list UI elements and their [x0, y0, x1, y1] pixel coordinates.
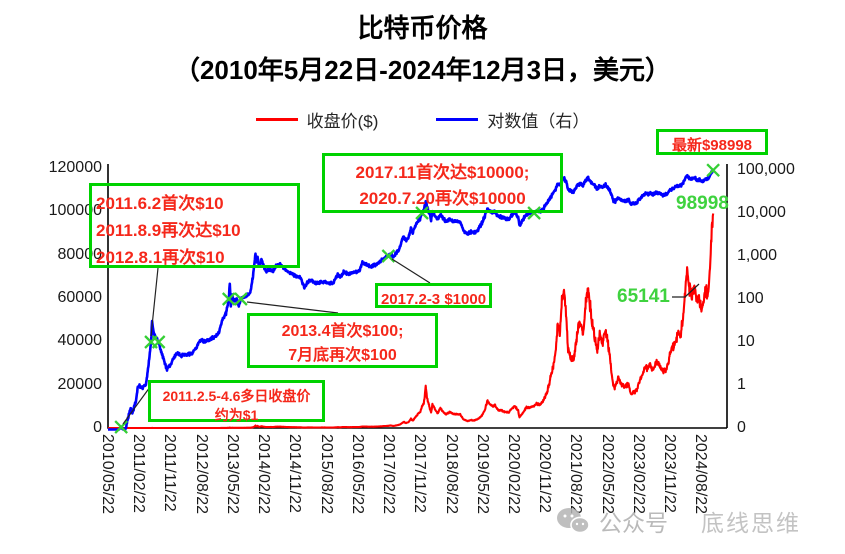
- x-axis-label: 2017/11/22: [411, 434, 428, 513]
- watermark-platform: 公众号: [599, 510, 668, 536]
- log-value-line: [107, 168, 715, 431]
- milestone-marker-icon: [114, 420, 128, 434]
- x-axis-label: 2016/05/22: [349, 434, 366, 515]
- chart-legend: 收盘价($) 对数值（右）: [0, 107, 845, 132]
- annotation-text: 2017.11首次达$10000;: [355, 163, 530, 182]
- chart-title-line1: 比特币价格: [357, 13, 488, 43]
- annotation-text: 最新$98998: [671, 137, 753, 154]
- chart-title: 比特币价格 （2010年5月22日-2024年12月3日，美元）: [0, 8, 845, 91]
- x-axis-label: 2013/05/22: [224, 434, 241, 515]
- annotation-box-one-dollar: 2011.2.5-4.6多日收盘价 约为$1: [148, 380, 325, 423]
- milestone-marker-icon: [151, 335, 166, 349]
- annotation-box-ten-thousand: 2017.11首次达$10000; 2020.7.20再次$10000: [322, 153, 563, 213]
- milestone-marker-icon: [234, 292, 248, 306]
- milestone-marker-icon: [415, 206, 429, 220]
- x-axis-label: 2024/08/22: [692, 434, 709, 515]
- milestone-marker-icon: [706, 163, 720, 178]
- value-label-65141: 65141: [617, 286, 670, 307]
- annotation-box-one-thousand: 2017.2-3 $1000: [375, 283, 492, 308]
- annotation-leader-line: [150, 267, 159, 337]
- annotation-leader-line: [246, 301, 339, 314]
- x-axis-label: 2014/11/22: [286, 434, 303, 513]
- x-axis-label: 2022/05/22: [599, 434, 616, 515]
- x-axis-label: 2019/05/22: [474, 434, 491, 515]
- legend-label-log-value: 对数值（右）: [487, 112, 590, 131]
- close-price-swatch: [255, 118, 298, 121]
- left-axis-label: 120000: [48, 159, 102, 176]
- legend-label-close-price: 收盘价($): [306, 112, 379, 131]
- x-axis-label: 2020/11/22: [536, 434, 553, 513]
- close-price-line: [107, 213, 715, 430]
- milestone-marker-icon: [381, 249, 396, 263]
- x-axis-label: 2014/02/22: [255, 434, 272, 515]
- log-value-swatch: [436, 118, 479, 121]
- x-axis-label: 2023/11/22: [661, 434, 678, 513]
- left-axis-label: 60000: [57, 289, 103, 306]
- x-axis-label: 2023/02/22: [630, 434, 647, 515]
- annotation-text: 2012.8.1再次$10: [96, 248, 225, 267]
- right-axis-label: 10: [737, 333, 755, 350]
- x-axis-label: 2020/02/22: [505, 434, 522, 515]
- annotation-text: 2011.6.2首次$10: [96, 194, 224, 213]
- annotation-box-ten-dollar: 2011.6.2首次$10 2011.8.9再次达$10 2012.8.1再次$10: [89, 183, 300, 268]
- legend-item-log-value: 对数值（右）: [436, 107, 589, 132]
- annotation-leader-line: [391, 258, 431, 284]
- annotation-text: 2017.2-3 $1000: [380, 291, 487, 308]
- milestone-marker-icon: [221, 292, 236, 306]
- right-axis-label: 0: [737, 419, 746, 436]
- x-axis-label: 2018/08/22: [443, 434, 460, 515]
- annotation-text: 2011.2.5-4.6多日收盘价: [162, 388, 311, 404]
- left-axis-label: 20000: [57, 376, 103, 393]
- watermark-brand: 底线思维: [701, 510, 801, 536]
- left-axis-label: 100000: [48, 202, 102, 219]
- x-axis-label: 2012/08/22: [193, 434, 210, 515]
- left-axis-label: 0: [93, 419, 102, 436]
- x-axis-label: 2011/02/22: [130, 434, 147, 513]
- milestone-marker-icon: [527, 206, 541, 220]
- annotation-leader-line: [672, 283, 700, 298]
- annotation-text: 2011.8.9再次达$10: [96, 221, 241, 240]
- right-axis-label: 1,000: [737, 247, 778, 264]
- annotation-leader-line: [122, 386, 151, 425]
- right-axis-label: 100,000: [737, 161, 795, 178]
- x-axis-label: 2010/05/22: [99, 434, 116, 515]
- chart-title-line2: （2010年5月22日-2024年12月3日，美元）: [173, 54, 672, 85]
- left-axis-label: 40000: [57, 332, 103, 349]
- annotation-box-latest: 最新$98998: [656, 129, 768, 155]
- value-label-98998: 98998: [676, 193, 729, 214]
- annotation-text: 约为$1: [214, 407, 259, 423]
- watermark: 公众号 底线思维: [556, 504, 801, 538]
- wechat-icon: [557, 508, 590, 534]
- x-axis-label: 2021/08/22: [567, 434, 584, 515]
- annotation-text: 7月底再次$100: [288, 347, 397, 364]
- annotation-text: 2020.7.20再次$10000: [359, 189, 526, 208]
- right-axis-label: 100: [737, 290, 764, 307]
- annotation-text: 2013.4首次$100;: [281, 323, 404, 340]
- x-axis-label: 2011/11/22: [161, 434, 178, 512]
- annotation-box-one-hundred: 2013.4首次$100; 7月底再次$100: [247, 313, 438, 368]
- right-axis-label: 10,000: [737, 204, 786, 221]
- x-axis-label: 2015/08/22: [318, 434, 335, 515]
- x-axis-label: 2017/02/22: [380, 434, 397, 515]
- right-axis-label: 1: [737, 376, 746, 393]
- legend-item-close-price: 收盘价($): [255, 107, 379, 132]
